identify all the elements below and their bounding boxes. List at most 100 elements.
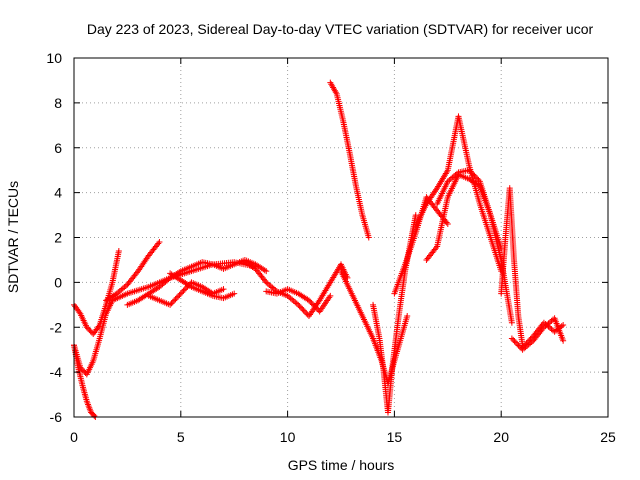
y-tick-label: -6 [50, 409, 63, 425]
data-point [432, 244, 439, 251]
data-point [180, 287, 187, 294]
data-point [522, 341, 529, 348]
x-tick-label: 10 [280, 429, 296, 445]
series-track-h [167, 270, 238, 302]
data-point [305, 297, 312, 304]
series-track-a [71, 247, 122, 337]
data-point [156, 238, 163, 245]
x-tick-label: 15 [387, 429, 403, 445]
data-point [231, 290, 238, 297]
data-point [83, 324, 90, 331]
axis-ticks: 0 5 10 15 20 25 -6 -4 -2 0 2 4 6 8 10 [46, 50, 616, 445]
data-point [297, 304, 304, 311]
data-point [76, 309, 83, 316]
data-point [468, 169, 475, 176]
data-point [474, 175, 481, 182]
data-point [519, 344, 526, 351]
data-points [71, 79, 567, 420]
data-point [171, 297, 178, 304]
data-point [312, 304, 319, 311]
x-tick-label: 25 [600, 429, 616, 445]
y-tick-label: -4 [50, 364, 63, 380]
data-point [512, 339, 519, 346]
data-point [472, 174, 479, 181]
data-point [528, 334, 535, 341]
data-point [307, 298, 314, 305]
data-point [179, 289, 186, 296]
x-tick-label: 0 [70, 429, 78, 445]
data-point [560, 322, 567, 329]
data-point [168, 300, 175, 307]
y-tick-label: 0 [54, 274, 62, 290]
data-point [526, 337, 533, 344]
data-point [524, 338, 531, 345]
x-tick-label: 20 [493, 429, 509, 445]
data-point [508, 319, 515, 326]
series-track-f [124, 256, 270, 308]
data-point [514, 341, 521, 348]
data-point [475, 177, 482, 184]
data-point [262, 277, 269, 284]
y-tick-label: 4 [54, 185, 62, 201]
data-point [527, 336, 534, 343]
data-point [295, 301, 302, 308]
data-point [523, 340, 530, 347]
data-point [176, 291, 183, 298]
y-tick-label: 6 [54, 140, 62, 156]
chart-title: Day 223 of 2023, Sidereal Day-to-day VTE… [87, 21, 594, 37]
data-point [466, 167, 473, 174]
data-point [308, 300, 315, 307]
data-point [515, 342, 522, 349]
data-point [300, 307, 307, 314]
series-track-j [263, 286, 334, 315]
data-point [508, 335, 515, 342]
data-point [167, 301, 174, 308]
data-point [172, 296, 179, 303]
series-track-o [412, 113, 505, 275]
data-point [175, 293, 182, 300]
y-tick-label: -2 [50, 319, 63, 335]
series-track-c [71, 342, 99, 420]
y-tick-label: 10 [46, 50, 62, 66]
data-point [95, 323, 102, 330]
data-point [311, 302, 318, 309]
x-axis-label: GPS time / hours [288, 457, 395, 473]
data-point [81, 368, 88, 375]
data-point [511, 338, 518, 345]
data-point [327, 292, 334, 299]
data-point [510, 336, 517, 343]
series-track-k [327, 79, 372, 241]
data-point [220, 286, 227, 293]
data-point [169, 299, 176, 306]
data-point [560, 337, 567, 344]
series-track-s [508, 315, 567, 353]
data-point [181, 286, 188, 293]
data-point [309, 301, 316, 308]
data-point [133, 269, 140, 276]
y-axis-label: SDTVAR / TECUs [5, 181, 21, 293]
data-point [177, 290, 184, 297]
data-point [365, 234, 372, 241]
data-point [443, 219, 450, 226]
data-point [85, 325, 92, 332]
data-point [467, 168, 474, 175]
data-point [79, 367, 86, 374]
series-track-t [519, 319, 567, 351]
data-point [296, 303, 303, 310]
x-tick-label: 5 [177, 429, 185, 445]
data-point [115, 247, 122, 254]
series-track-q [434, 167, 505, 252]
y-tick-label: 8 [54, 95, 62, 111]
data-point [263, 268, 270, 275]
data-point [516, 343, 523, 350]
data-point [155, 240, 162, 247]
data-point [558, 323, 565, 330]
data-point [470, 171, 477, 178]
data-point [301, 308, 308, 315]
data-point [444, 221, 451, 228]
data-point [183, 284, 190, 291]
y-tick-label: 2 [54, 230, 62, 246]
data-point [299, 306, 306, 313]
data-point [173, 294, 180, 301]
